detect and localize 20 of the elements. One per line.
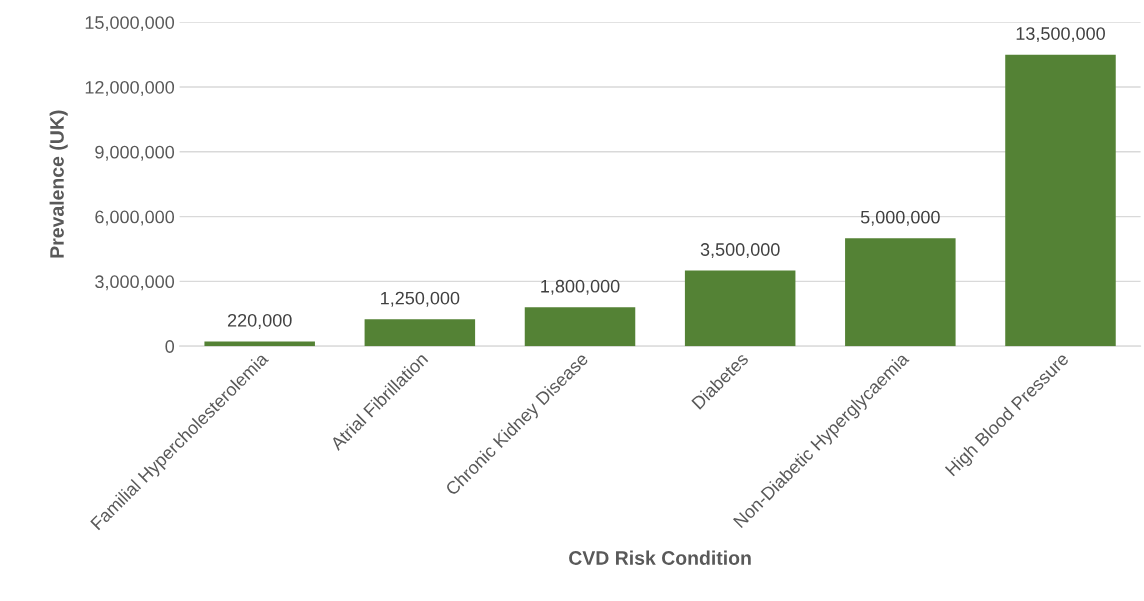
- y-tick-label: 6,000,000: [95, 210, 175, 226]
- y-axis-title: Prevalence (UK): [49, 110, 68, 258]
- data-label: 3,500,000: [700, 243, 780, 259]
- x-axis-title: CVD Risk Condition: [569, 550, 751, 565]
- data-label: 1,250,000: [381, 291, 460, 307]
- bar: [364, 319, 476, 347]
- data-label: 5,000,000: [860, 210, 940, 226]
- y-tick-label: 3,000,000: [95, 275, 175, 291]
- bar: [845, 238, 956, 347]
- data-label: 220,000: [227, 313, 292, 329]
- data-label: 1,800,000: [541, 279, 620, 295]
- y-tick-label: 15,000,000: [85, 16, 175, 32]
- bar: [684, 270, 796, 347]
- y-tick-label: 0: [165, 340, 175, 353]
- y-tick-label: 12,000,000: [85, 80, 175, 96]
- y-tick-label: 9,000,000: [95, 145, 175, 161]
- bar: [1005, 54, 1116, 347]
- bar: [204, 341, 315, 347]
- bar: [524, 307, 636, 347]
- data-label: 13,500,000: [1016, 27, 1105, 43]
